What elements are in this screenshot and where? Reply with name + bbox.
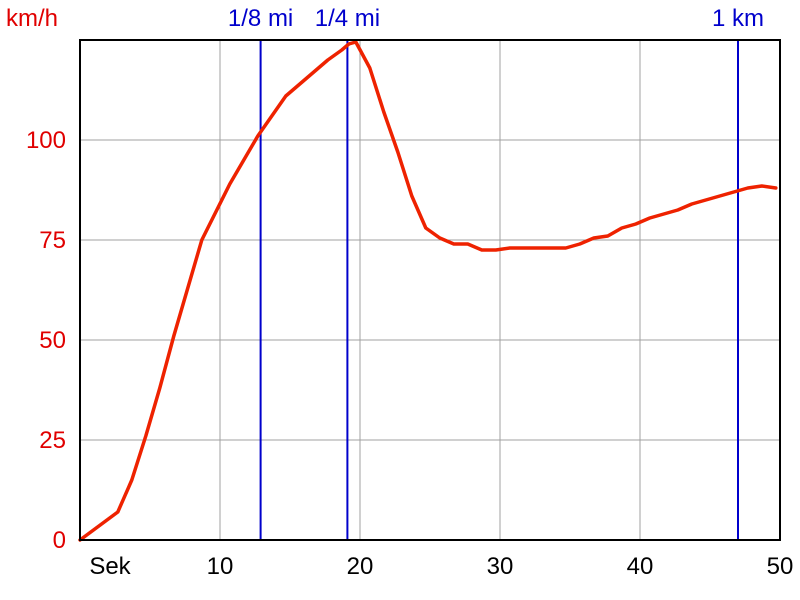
- series-layer: [78, 40, 778, 542]
- y-tick-label-1: 25: [39, 427, 66, 454]
- distance-markers: [259, 40, 739, 540]
- x-tick-label-0: 10: [207, 553, 234, 580]
- y-tick-label-3: 75: [39, 227, 66, 254]
- y-tick-label-2: 50: [39, 327, 66, 354]
- y-tick-label-0: 0: [53, 527, 66, 554]
- y-ticks: 0 25 50 75 100: [26, 127, 66, 554]
- x-tick-label-1: 20: [347, 553, 374, 580]
- y-tick-label-4: 100: [26, 127, 66, 154]
- y-axis-label: km/h: [6, 5, 58, 32]
- distance-marker-label-0: 1/8 mi: [228, 5, 293, 32]
- grid-layer: [80, 40, 780, 540]
- plot-frame: [79, 39, 781, 541]
- distance-marker-label-1: 1/4 mi: [315, 5, 380, 32]
- distance-marker-labels: 1/8 mi 1/4 mi 1 km: [228, 5, 764, 32]
- x-ticks: 10 20 30 40 50: [207, 553, 794, 580]
- series-line-0: [78, 40, 778, 542]
- x-tick-label-4: 50: [767, 553, 794, 580]
- x-tick-label-3: 40: [627, 553, 654, 580]
- x-axis-label: Sek: [89, 553, 131, 580]
- x-tick-label-2: 30: [487, 553, 514, 580]
- distance-marker-label-2: 1 km: [712, 5, 764, 32]
